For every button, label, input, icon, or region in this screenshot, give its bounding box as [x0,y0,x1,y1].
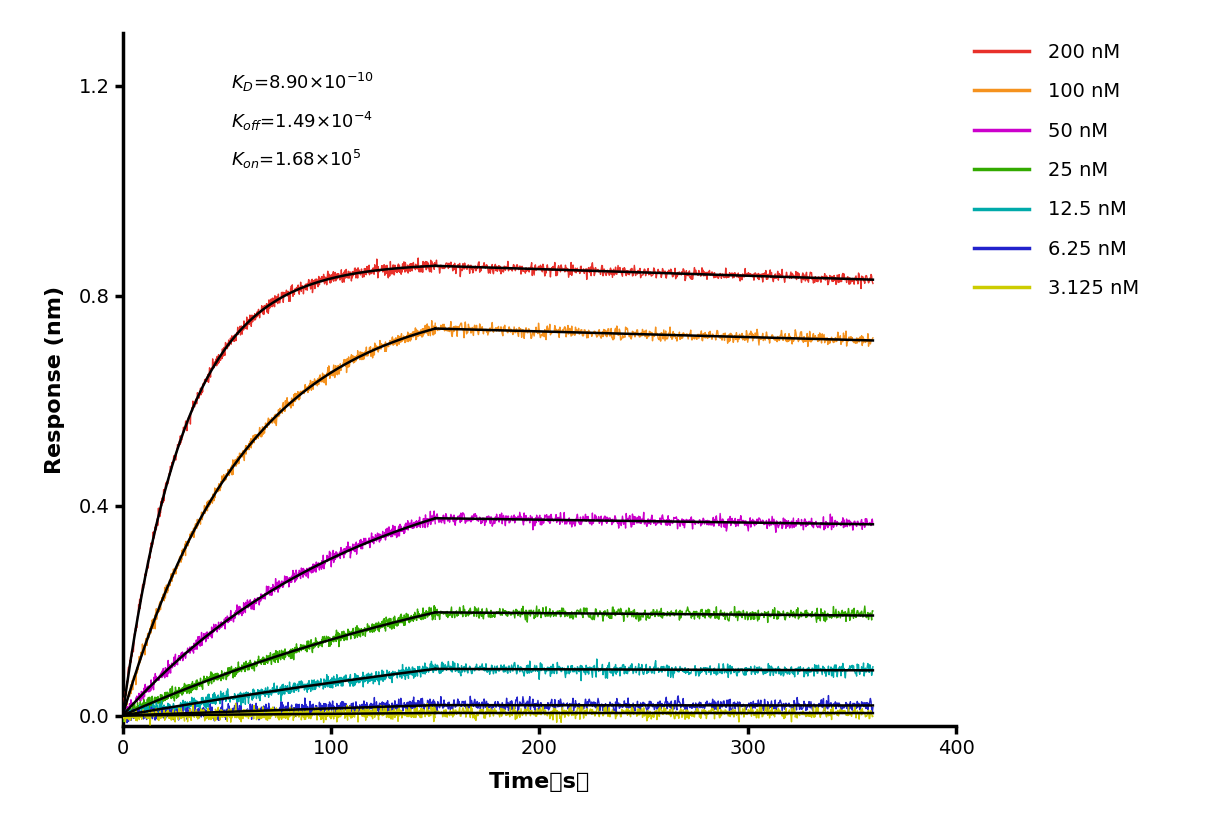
X-axis label: Time（s）: Time（s） [489,772,590,792]
Text: $K_D$=8.90×10$^{-10}$
$K_{off}$=1.49×10$^{-4}$
$K_{on}$=1.68×10$^{5}$: $K_D$=8.90×10$^{-10}$ $K_{off}$=1.49×10$… [230,71,374,171]
Legend: 200 nM, 100 nM, 50 nM, 25 nM, 12.5 nM, 6.25 nM, 3.125 nM: 200 nM, 100 nM, 50 nM, 25 nM, 12.5 nM, 6… [975,43,1139,298]
Y-axis label: Response (nm): Response (nm) [44,285,65,474]
